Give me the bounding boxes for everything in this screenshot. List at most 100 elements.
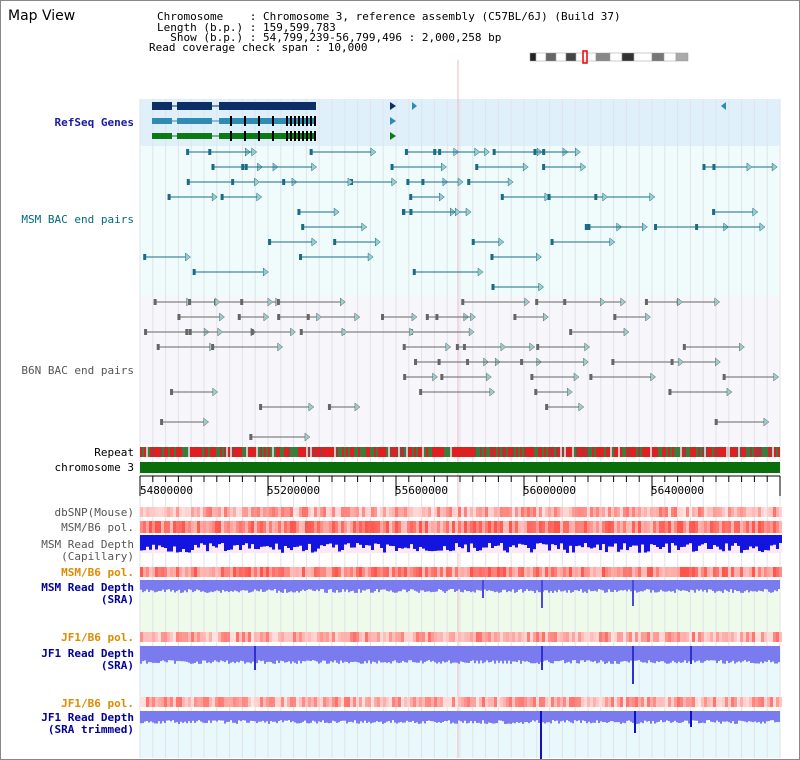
polymorphism-cell — [572, 521, 575, 533]
track-label-msm-bac[interactable]: MSM BAC end pairs — [21, 213, 134, 226]
polymorphism-cell — [509, 507, 512, 517]
capillary-depth-gap — [251, 544, 254, 553]
depth-bar — [590, 580, 592, 592]
depth-bar — [176, 711, 178, 723]
depth-bar — [186, 580, 188, 593]
capillary-depth-bar — [275, 535, 278, 544]
polymorphism-cell — [536, 507, 539, 517]
polymorphism-cell — [722, 567, 725, 577]
capillary-depth-gap — [539, 543, 542, 553]
capillary-depth-bar — [284, 535, 287, 547]
depth-bar — [640, 580, 642, 592]
polymorphism-cell — [590, 521, 593, 533]
polymorphism-cell — [422, 697, 425, 707]
polymorphism-cell — [767, 697, 770, 707]
polymorphism-cell — [674, 697, 677, 707]
repeat-segment — [342, 447, 344, 457]
track-label-refseq[interactable]: RefSeq Genes — [54, 116, 134, 129]
depth-bar — [602, 711, 604, 723]
depth-bar — [290, 646, 292, 664]
depth-bar — [462, 646, 464, 663]
repeat-segment — [474, 447, 476, 457]
polymorphism-cell — [635, 521, 638, 533]
polymorphism-cell — [380, 507, 383, 517]
depth-bar — [404, 646, 406, 663]
refseq-exon — [286, 131, 288, 141]
depth-bar — [394, 580, 396, 593]
polymorphism-cell — [329, 697, 332, 707]
polymorphism-cell — [335, 697, 338, 707]
polymorphism-cell — [542, 567, 545, 577]
depth-bar — [308, 711, 310, 724]
track-label-b6n-bac[interactable]: B6N BAC end pairs — [21, 364, 134, 377]
polymorphism-cell — [203, 632, 206, 642]
polymorphism-cell — [179, 521, 182, 533]
polymorphism-cell — [419, 697, 422, 707]
depth-bar — [746, 711, 748, 723]
msm-bac-pair-end — [536, 252, 542, 262]
repeat-segment — [704, 447, 706, 457]
capillary-depth-gap — [410, 544, 413, 553]
capillary-depth-bar — [152, 535, 155, 545]
depth-bar — [142, 580, 144, 593]
polymorphism-cell — [482, 507, 485, 517]
polymorphism-cell — [605, 567, 608, 577]
polymorphism-cell — [374, 697, 377, 707]
depth-bar — [764, 711, 766, 724]
depth-bar — [526, 646, 528, 662]
depth-bar — [738, 580, 740, 592]
polymorphism-cell — [152, 521, 155, 533]
depth-bar — [276, 646, 278, 661]
polymorphism-cell — [251, 632, 254, 642]
depth-bar — [606, 646, 608, 664]
capillary-depth-bar — [326, 535, 329, 545]
depth-bar — [376, 580, 378, 590]
refseq-exon — [290, 116, 292, 126]
polymorphism-cell — [179, 567, 182, 577]
polymorphism-cell — [275, 697, 278, 707]
repeat-segment — [398, 447, 400, 457]
polymorphism-cell — [326, 567, 329, 577]
polymorphism-cell — [434, 521, 437, 533]
polymorphism-cell — [335, 632, 338, 642]
b6n-bac-pair-end — [144, 329, 148, 335]
polymorphism-cell — [350, 567, 353, 577]
depth-bar — [398, 646, 400, 664]
refseq-exon — [152, 133, 172, 139]
depth-bar — [366, 580, 368, 590]
b6n-bac-pair-end — [644, 299, 648, 305]
capillary-depth-gap — [140, 550, 143, 553]
polymorphism-cell — [278, 632, 281, 642]
polymorphism-cell — [164, 632, 167, 642]
repeat-segment — [228, 447, 230, 457]
depth-bar — [236, 711, 238, 724]
depth-bar — [264, 580, 266, 592]
capillary-depth-bar — [395, 535, 398, 552]
polymorphism-cell — [722, 521, 725, 533]
polymorphism-cell — [731, 567, 734, 577]
depth-bar — [762, 646, 764, 664]
polymorphism-cell — [311, 507, 314, 517]
polymorphism-cell — [551, 632, 554, 642]
ideogram-position-marker — [582, 50, 588, 64]
depth-bar — [422, 646, 424, 664]
polymorphism-cell — [644, 521, 647, 533]
depth-bar — [318, 646, 320, 664]
polymorphism-cell — [173, 697, 176, 707]
polymorphism-cell — [200, 567, 203, 577]
polymorphism-cell — [365, 567, 368, 577]
depth-bar — [408, 580, 410, 592]
depth-bar — [152, 580, 154, 591]
refseq-exon — [177, 102, 212, 110]
msm-bac-pair-end — [254, 177, 260, 187]
repeat-segment — [348, 447, 350, 457]
repeat-segment — [420, 447, 422, 457]
polymorphism-cell — [221, 697, 224, 707]
repeat-segment — [604, 447, 606, 457]
polymorphism-cell — [356, 507, 359, 517]
polymorphism-cell — [776, 521, 779, 533]
b6n-bac-pair-end — [212, 387, 219, 397]
polymorphism-cell — [635, 632, 638, 642]
polymorphism-cell — [680, 507, 683, 517]
depth-bar — [764, 580, 766, 590]
